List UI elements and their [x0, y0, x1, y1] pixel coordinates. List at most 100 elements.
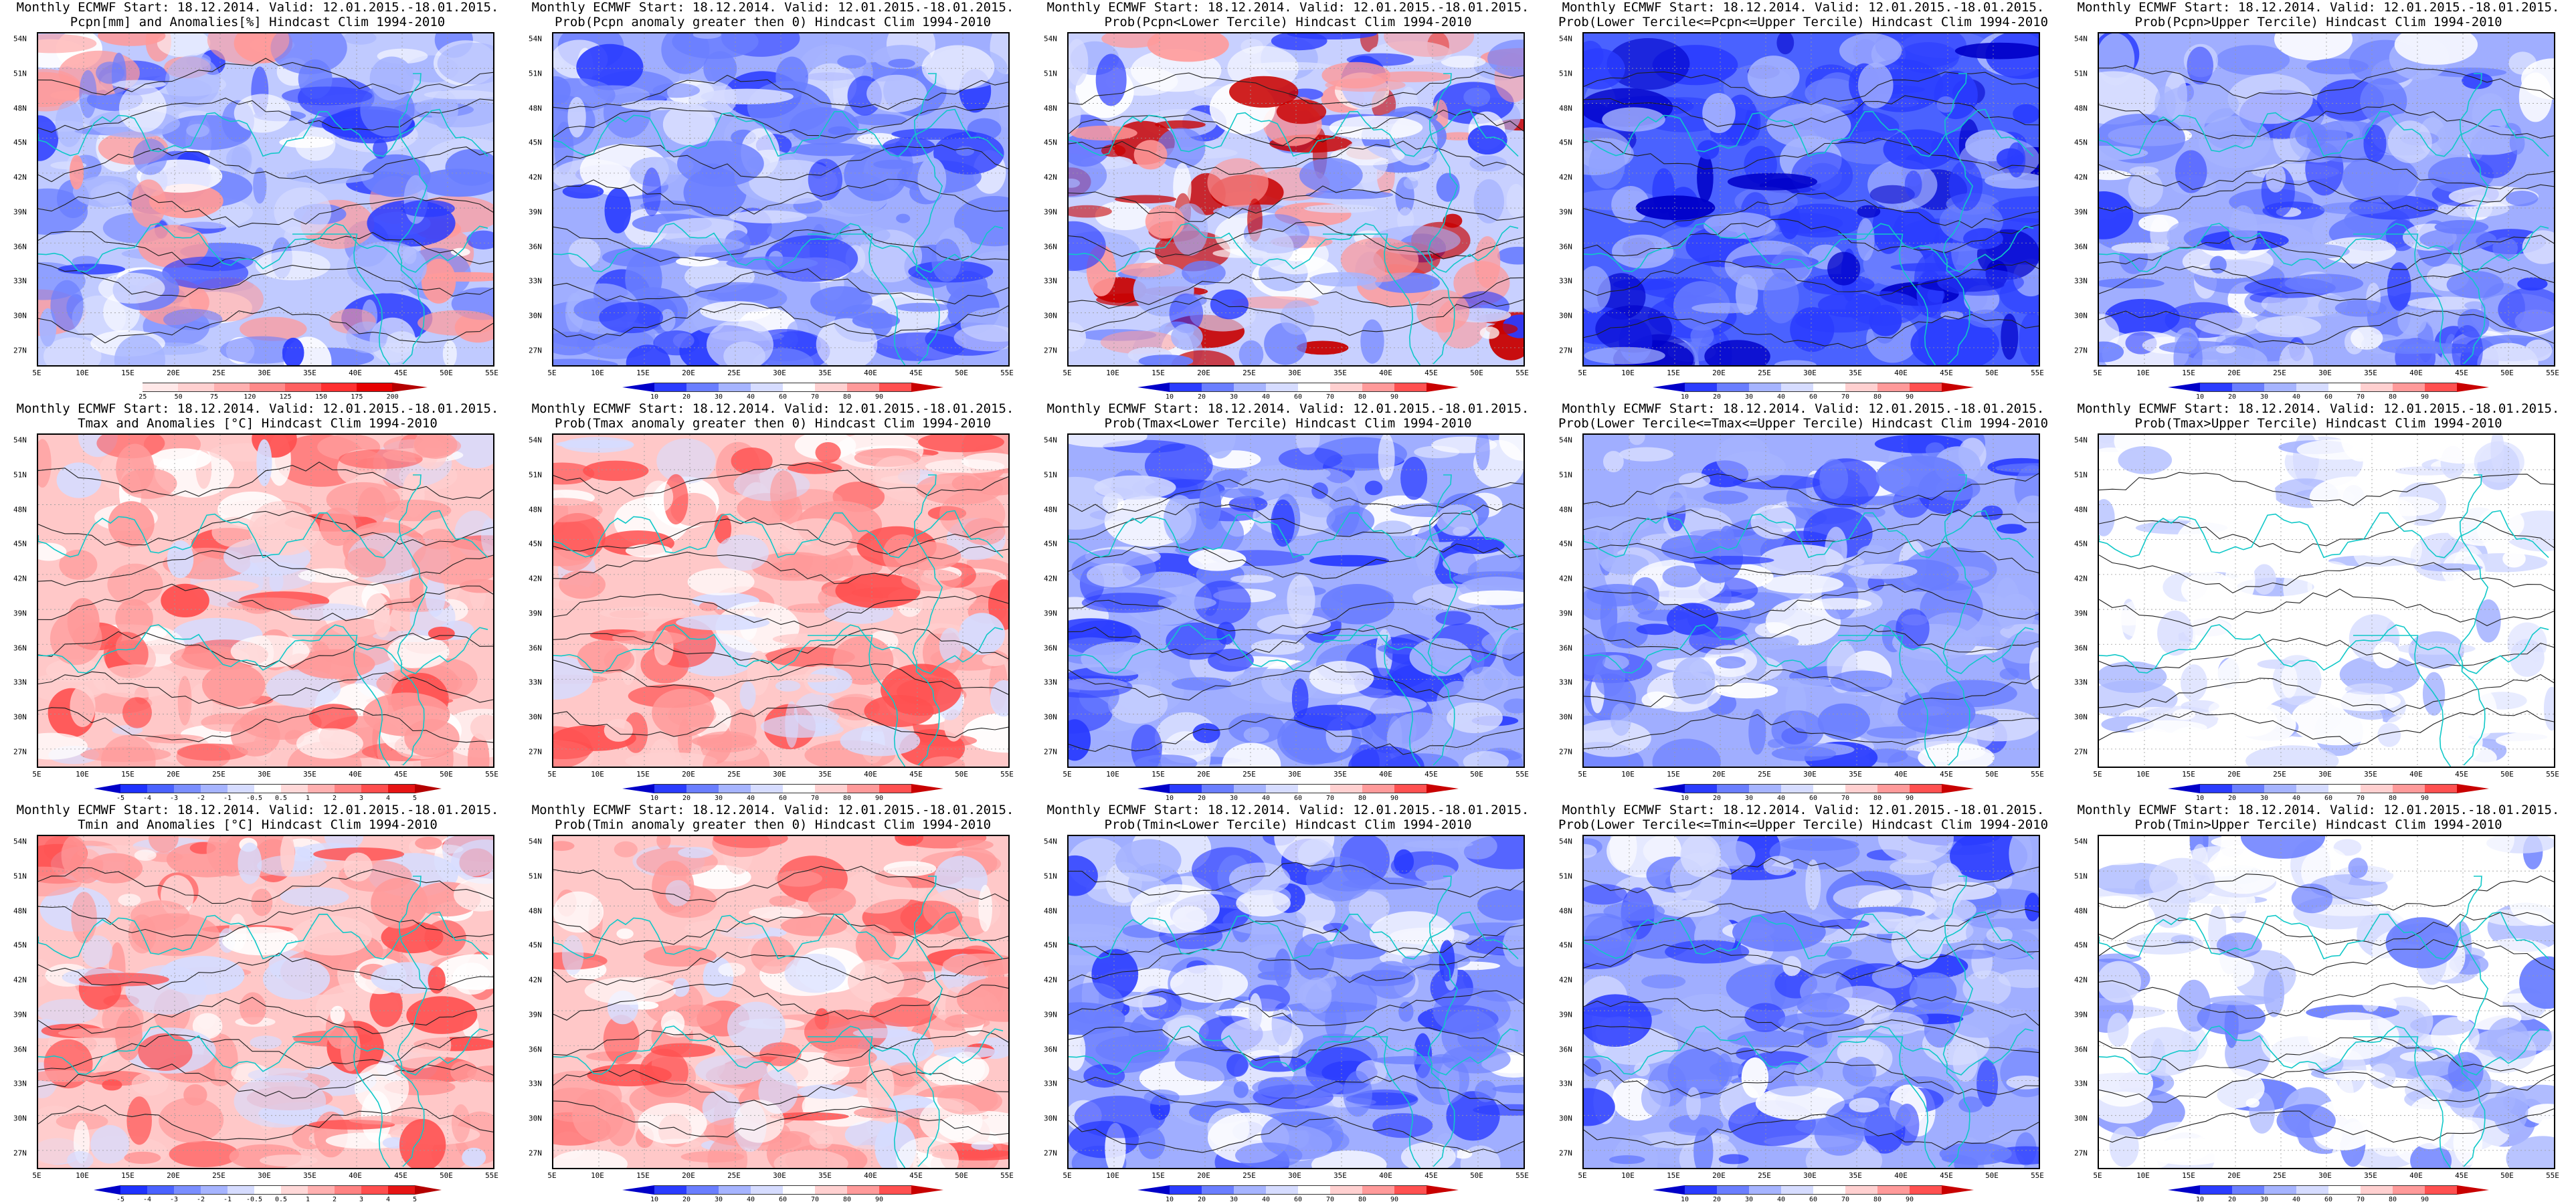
latitude-label: 54N — [2074, 435, 2088, 445]
shaded-field-cell — [1439, 940, 1455, 982]
shaded-field-cell — [1463, 666, 1508, 698]
shaded-field-cell — [1669, 852, 1732, 903]
shaded-field-cell — [764, 647, 855, 667]
shaded-field-cell — [1207, 158, 1269, 207]
shaded-field-cell — [1629, 435, 1645, 445]
colorbar-tick-label: 120 — [244, 393, 256, 401]
shaded-field-cell — [69, 155, 84, 190]
colorbar-arrow-high — [1942, 1185, 1974, 1195]
shaded-field-cell — [1877, 836, 1954, 864]
colorbar-tick-label: 70 — [1325, 393, 1335, 401]
shaded-field-cell — [1252, 1076, 1344, 1099]
latitude-label: 42N — [2074, 173, 2088, 182]
shaded-field-cell — [2099, 953, 2142, 963]
shaded-field-cell — [1716, 1053, 1733, 1087]
shaded-field-cell — [192, 1013, 223, 1039]
colorbar-arrow-high — [1942, 784, 1974, 793]
longitude-label: 5E — [1063, 770, 1072, 779]
colorbar-swatch — [1362, 784, 1394, 793]
shaded-field-cell — [2505, 191, 2539, 207]
shaded-field-cell — [1856, 218, 1875, 261]
colorbar-tick-label: 4 — [385, 1196, 391, 1203]
shaded-field-cell — [1436, 504, 1479, 536]
shaded-field-cell — [562, 184, 604, 199]
colorbar-swatch — [847, 784, 879, 793]
colorbar-tick-label: 10 — [2195, 393, 2205, 401]
shaded-field-cell — [177, 743, 248, 761]
shaded-field-cell — [124, 1151, 161, 1165]
shaded-field-cell — [702, 1090, 741, 1126]
panel-title-line2: Prob(Tmax anomaly greater then 0) Hindca… — [554, 416, 992, 431]
shaded-field-cell — [240, 316, 307, 341]
latitude-label: 45N — [1559, 539, 1572, 548]
colorbar-tick-label: 10 — [650, 393, 659, 401]
shaded-field-cell — [2387, 120, 2432, 163]
colorbar-tick-label: 20 — [2227, 393, 2237, 401]
latitude-label: 27N — [2074, 747, 2088, 757]
colorbar-swatch — [201, 784, 227, 793]
shaded-field-cell — [1503, 698, 1524, 714]
colorbar-tick-label: 10 — [650, 1196, 659, 1203]
shaded-field-cell — [1487, 39, 1524, 77]
colorbar-swatch — [879, 383, 911, 392]
colorbar-tick-label: -2 — [196, 1196, 205, 1203]
colorbar-swatch — [1234, 383, 1266, 392]
shaded-field-cell — [2291, 884, 2333, 914]
latitude-label: 27N — [13, 1148, 27, 1158]
colorbar-arrow-low — [1653, 383, 1685, 392]
panel-title-line1: Monthly ECMWF Start: 18.12.2014. Valid: … — [16, 401, 499, 416]
colorbar-tick-label: -4 — [143, 795, 152, 802]
colorbar-tick-label: 70 — [1325, 795, 1335, 802]
shaded-field-cell — [2351, 326, 2383, 350]
shaded-field-cell — [2216, 345, 2236, 354]
longitude-label: 55E — [1000, 770, 1014, 779]
shaded-field-cell — [734, 1100, 785, 1143]
coastline — [2099, 223, 2549, 273]
shaded-field-cell — [2385, 917, 2459, 969]
shaded-field-cell — [79, 70, 97, 118]
colorbar — [2168, 383, 2489, 392]
shaded-field-cell — [373, 138, 388, 159]
shaded-field-cell — [624, 712, 648, 753]
shaded-field-cell — [788, 674, 838, 682]
shaded-field-cell — [2510, 639, 2545, 677]
shaded-field-cell — [1436, 173, 1460, 202]
shaded-field-cell — [1492, 1084, 1524, 1094]
colorbar-tick-label: 60 — [1293, 795, 1303, 802]
longitude-label: 50E — [955, 770, 968, 779]
contour-line — [553, 144, 1008, 181]
shaded-field-cell — [693, 33, 721, 39]
latitude-label: 54N — [2074, 837, 2088, 846]
colorbar — [107, 383, 428, 392]
map-canvas — [1584, 836, 2039, 1168]
shaded-field-cell — [614, 841, 638, 858]
latitude-label: 45N — [529, 138, 542, 147]
shaded-field-cell — [2330, 691, 2401, 712]
colorbar-tick-label: 40 — [1261, 393, 1271, 401]
longitude-label: 30E — [258, 770, 271, 779]
contour-line — [2099, 912, 2554, 946]
shaded-field-cell — [1976, 1060, 1999, 1107]
latitude-label: 33N — [13, 276, 27, 286]
shaded-field-cell — [1774, 360, 1817, 365]
shaded-field-cell — [2360, 78, 2407, 124]
shaded-field-cell — [1170, 965, 1249, 1003]
shaded-field-cell — [953, 196, 1008, 247]
shaded-field-cell — [1230, 575, 1274, 583]
shaded-field-cell — [2158, 84, 2239, 124]
shaded-field-cell — [2157, 610, 2193, 656]
shaded-field-cell — [411, 538, 493, 585]
shaded-field-cell — [2432, 720, 2483, 764]
longitude-label: 30E — [1803, 369, 1817, 377]
colorbar-tick-label: -1 — [223, 795, 232, 802]
shaded-field-cell — [895, 302, 951, 312]
colorbar-swatch — [1813, 1185, 1845, 1195]
shaded-field-cell — [1762, 272, 1799, 324]
longitude-label: 35E — [2364, 770, 2377, 779]
shaded-field-cell — [343, 33, 377, 45]
shaded-field-cell — [1727, 173, 1818, 191]
colorbar-swatch — [2296, 784, 2328, 793]
shaded-field-cell — [2175, 150, 2207, 193]
shaded-field-cell — [823, 1047, 877, 1068]
shaded-field-cell — [1940, 311, 1964, 320]
